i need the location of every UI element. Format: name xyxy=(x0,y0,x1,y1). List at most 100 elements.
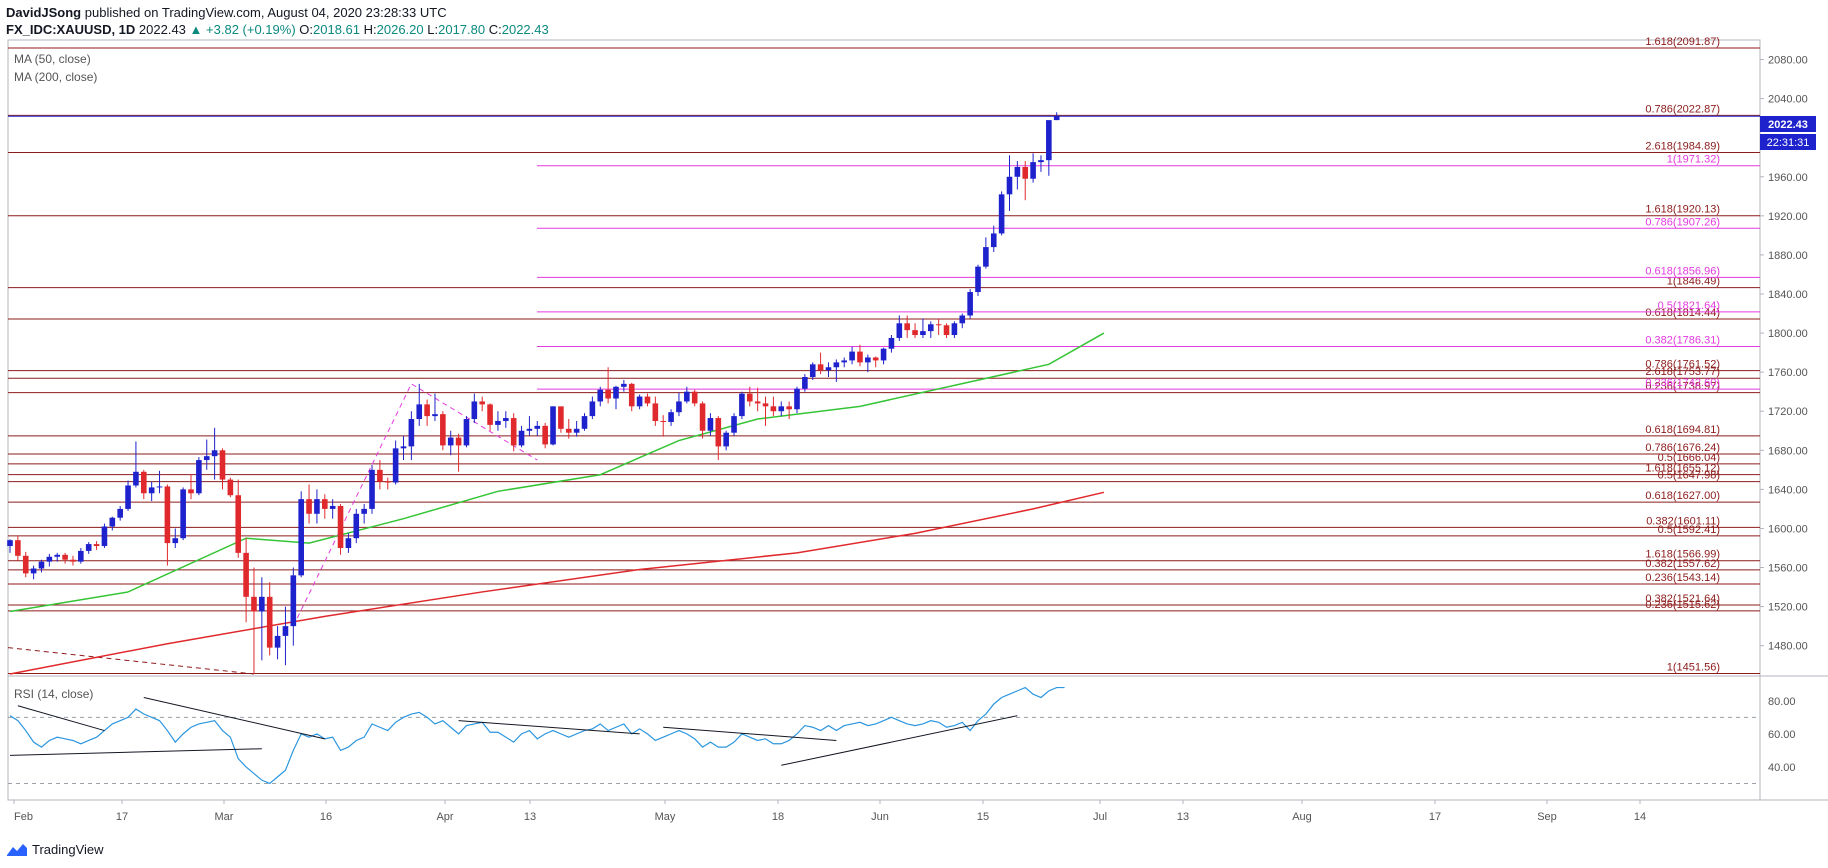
published-text: published on TradingView.com, August 04,… xyxy=(84,5,447,20)
candle-body xyxy=(550,406,556,445)
fib-level-label: 2.618(1984.89) xyxy=(1645,140,1720,152)
candle-body xyxy=(684,391,690,402)
fib-level-label: 1.618(2091.87) xyxy=(1645,36,1720,48)
candle-body xyxy=(621,383,627,387)
fib-level-label: 0.786(1761.52) xyxy=(1645,359,1720,371)
candle-body xyxy=(211,450,218,457)
candle-body xyxy=(93,544,100,547)
time-tick-label: Jul xyxy=(1093,811,1107,823)
fib-level-label: 0.236(1515.62) xyxy=(1645,599,1720,611)
fib-level-label: 0.786(2022.87) xyxy=(1645,103,1720,115)
candle-body xyxy=(636,396,643,407)
candle-body xyxy=(180,489,186,539)
time-tick-label: Jun xyxy=(871,811,889,823)
rsi-tick-label: 60.00 xyxy=(1768,729,1796,741)
candle-body xyxy=(802,377,808,389)
candle-body xyxy=(581,416,588,429)
time-tick-label: 15 xyxy=(977,811,989,823)
candle-body xyxy=(156,486,163,488)
candle-body xyxy=(912,330,918,336)
candle-body xyxy=(809,364,816,378)
candle-body xyxy=(259,596,265,612)
candle-body xyxy=(849,351,855,361)
candle-body xyxy=(794,388,800,410)
tradingview-logo-icon xyxy=(7,843,27,856)
candle-body xyxy=(927,324,934,332)
candle-body xyxy=(731,416,737,433)
time-tick-label: 18 xyxy=(772,811,784,823)
price-tick-label: 2040.00 xyxy=(1768,94,1808,106)
last-price-badge-text: 2022.43 xyxy=(1768,119,1808,131)
candle-body xyxy=(46,556,53,562)
price-tick-label: 1760.00 xyxy=(1768,367,1808,379)
candle-body xyxy=(266,596,273,648)
fib-level-label: 1.618(1655.12) xyxy=(1645,463,1720,475)
candle-body xyxy=(101,526,108,547)
fib-level-label: 1(1846.49) xyxy=(1667,276,1720,288)
candle-body xyxy=(432,414,438,417)
candle-body xyxy=(739,393,745,417)
candle-body xyxy=(133,471,139,486)
candle-body xyxy=(707,418,714,431)
symbol-label[interactable]: FX_IDC:XAUUSD, 1D xyxy=(6,22,136,37)
fib-level-label: 1.618(1920.13) xyxy=(1645,204,1720,216)
time-tick-label: Sep xyxy=(1537,811,1557,823)
candle-body xyxy=(975,266,981,293)
price-tick-label: 1720.00 xyxy=(1768,406,1808,418)
candle-body xyxy=(400,446,407,449)
fib-level-label: 0.236(1738.97) xyxy=(1645,381,1720,393)
ma200-line xyxy=(9,491,1105,675)
rsi-trendline xyxy=(781,715,1018,766)
candle-body xyxy=(62,554,68,560)
plot-frame xyxy=(7,39,1761,801)
rsi-trendline xyxy=(663,726,837,741)
candle-body xyxy=(644,396,651,404)
candle-body xyxy=(770,406,777,412)
candle-body xyxy=(699,403,706,431)
countdown-badge xyxy=(1760,134,1816,150)
ma50-legend[interactable]: MA (50, close) xyxy=(14,52,91,66)
time-tick-label: 17 xyxy=(1429,811,1441,823)
rsi-tick-label: 40.00 xyxy=(1768,762,1796,774)
rsi-tick-label: 80.00 xyxy=(1768,696,1796,708)
rsi-legend[interactable]: RSI (14, close) xyxy=(14,687,93,701)
ma200-legend[interactable]: MA (200, close) xyxy=(14,70,97,84)
footer-brand[interactable]: TradingView xyxy=(32,842,104,857)
candle-body xyxy=(967,292,973,316)
author-name[interactable]: DavidJSong xyxy=(6,5,82,20)
candle-body xyxy=(880,348,887,361)
candle-body xyxy=(613,386,619,399)
fib-level-label: 0.382(1521.64) xyxy=(1645,593,1720,605)
candle-body xyxy=(904,323,910,331)
candle-body xyxy=(1006,176,1013,195)
fib-level-label: 0.786(1676.24) xyxy=(1645,442,1720,454)
candle-body xyxy=(440,414,446,446)
time-tick-label: Apr xyxy=(436,811,453,823)
fib-ext-label: 0.236(1742.60) xyxy=(1645,377,1720,389)
candle-body xyxy=(872,357,879,361)
fib-level-label: 0.5(1647.98) xyxy=(1658,470,1720,482)
candle-body xyxy=(1014,166,1021,177)
candle-body xyxy=(518,430,525,446)
time-tick-label: 13 xyxy=(1177,811,1189,823)
price-change: ▲ +3.82 (+0.19%) xyxy=(189,22,296,37)
candle-body xyxy=(668,412,674,422)
fib-ext-label: 1(1971.32) xyxy=(1667,154,1720,166)
rsi-line xyxy=(9,686,1065,785)
candle-body xyxy=(510,418,517,446)
candle-body xyxy=(888,337,895,349)
candle-body xyxy=(117,508,123,518)
candle-body xyxy=(534,425,541,429)
candle-body xyxy=(243,552,249,597)
candle-body xyxy=(125,485,131,509)
candle-body xyxy=(164,486,171,544)
price-tick-label: 1840.00 xyxy=(1768,289,1808,301)
candle-body xyxy=(337,505,344,548)
fib-level-label: 0.382(1557.62) xyxy=(1645,558,1720,570)
rsi-trendline xyxy=(17,705,105,732)
price-tick-label: 2080.00 xyxy=(1768,55,1808,67)
low-value: 2017.80 xyxy=(438,22,486,37)
candle-body xyxy=(817,364,824,371)
candle-body xyxy=(990,233,997,248)
